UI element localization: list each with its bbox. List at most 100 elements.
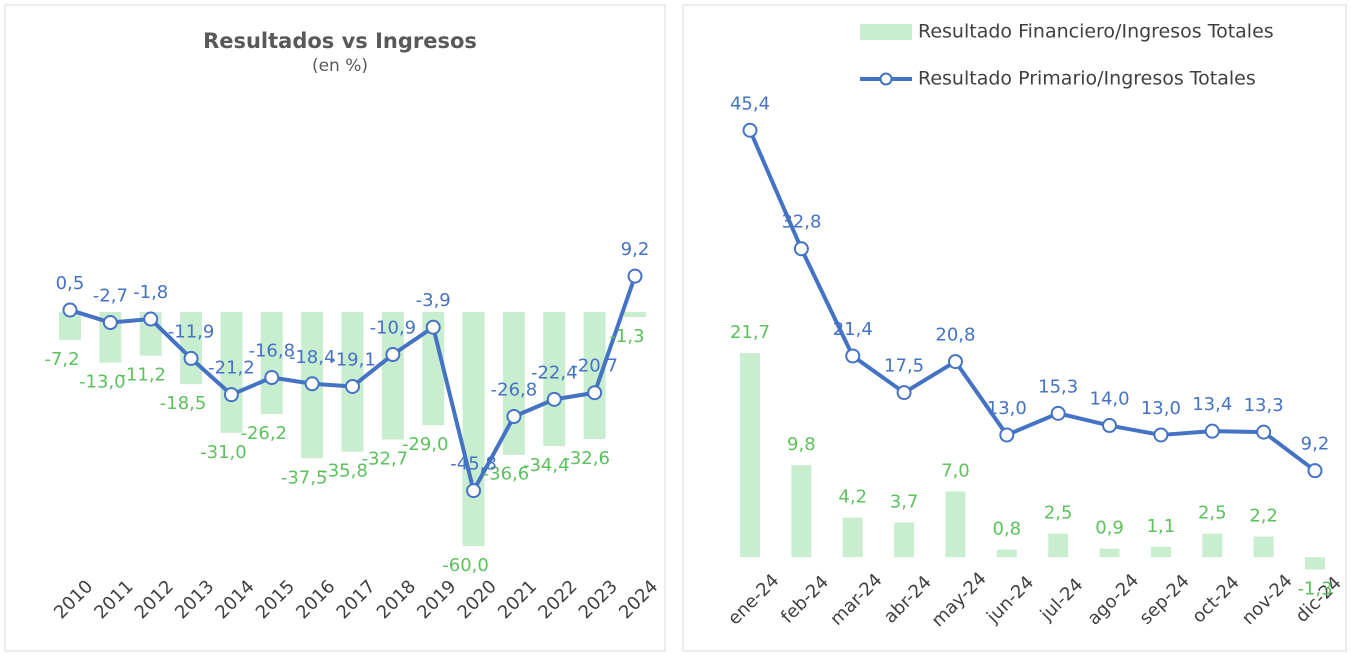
line-marker	[546, 391, 562, 407]
data-label: -18,5	[160, 393, 207, 414]
bar	[624, 312, 646, 318]
bar	[543, 312, 566, 447]
bar	[894, 522, 915, 558]
bar	[996, 549, 1017, 558]
data-label: -21,2	[208, 358, 255, 379]
bar	[842, 517, 863, 558]
bar	[791, 465, 812, 558]
line-marker	[62, 302, 78, 318]
data-label: 0,5	[56, 273, 85, 294]
x-tick-label: 2010	[50, 576, 97, 623]
x-tick-label: 2011	[90, 576, 137, 623]
x-tick-label: 2020	[454, 576, 501, 623]
line-marker	[896, 385, 912, 401]
data-label: -18,4	[289, 347, 336, 368]
data-label: -10,9	[370, 318, 417, 339]
data-label: -3,9	[416, 290, 451, 311]
x-tick-label: 2016	[292, 576, 339, 623]
data-label: 9,8	[787, 434, 816, 455]
line-marker	[627, 268, 643, 284]
line-marker	[1204, 423, 1220, 439]
x-tick-label: ene-24	[724, 570, 783, 629]
data-label: -29,0	[402, 434, 449, 455]
x-tick-label: 2017	[333, 576, 380, 623]
line-marker	[264, 370, 280, 386]
line-marker	[345, 378, 360, 394]
x-tick-label: sep-24	[1135, 571, 1193, 629]
line-marker	[793, 241, 809, 257]
bar	[945, 491, 966, 558]
data-label: -22,4	[531, 362, 578, 383]
bar	[220, 312, 243, 433]
data-label: 13,4	[1192, 394, 1232, 415]
data-label: 21,4	[833, 319, 873, 340]
data-label: -2,7	[93, 286, 128, 307]
data-label: -45,8	[450, 454, 497, 475]
data-label: 14,0	[1090, 389, 1130, 410]
line-marker	[1050, 405, 1066, 421]
data-label: -37,5	[281, 467, 328, 488]
data-label: -36,6	[483, 464, 530, 485]
line	[748, 129, 1317, 473]
x-tick-label: jun-24	[982, 572, 1038, 628]
x-tick-label: 2023	[575, 576, 622, 623]
x-tick-label: 2024	[615, 576, 662, 623]
data-label: 0,8	[992, 519, 1021, 540]
x-tick-label: ago-24	[1083, 570, 1143, 630]
x-tick-label: 2021	[494, 576, 541, 623]
x-tick-label: 2022	[534, 576, 581, 623]
data-label: -7,2	[44, 349, 79, 370]
line-marker	[1256, 424, 1272, 440]
bar	[1099, 548, 1120, 558]
x-tick-label: nov-24	[1238, 570, 1297, 629]
data-label: -32,7	[362, 449, 409, 470]
x-tick-label: 2015	[252, 576, 299, 623]
line-marker	[587, 385, 603, 401]
line-marker	[223, 387, 239, 403]
x-tick-label: oct-24	[1188, 572, 1243, 627]
line-marker	[143, 311, 159, 327]
line-marker	[385, 347, 401, 363]
x-tick-label: 2013	[171, 576, 218, 623]
chart-title: Resultados vs Ingresos	[203, 29, 477, 53]
line-marker	[947, 354, 963, 370]
data-label: -26,2	[240, 423, 287, 444]
data-label: 13,3	[1244, 395, 1284, 416]
line-marker	[466, 483, 482, 499]
bar	[740, 353, 760, 558]
data-label: 13,0	[1141, 398, 1181, 419]
data-label: 45,4	[730, 93, 770, 114]
data-label: 3,7	[890, 491, 919, 512]
data-label: 9,2	[621, 239, 650, 260]
data-label: -32,6	[563, 448, 610, 469]
data-label: -11,9	[168, 321, 215, 342]
data-label: 1,1	[1147, 516, 1176, 537]
line-marker	[845, 348, 861, 364]
bar	[381, 312, 404, 440]
data-label: 2,5	[1198, 503, 1227, 524]
x-tick-label: abr-24	[880, 572, 936, 628]
data-label: -1,8	[133, 282, 168, 303]
legend-label: Resultado Financiero/Ingresos Totales	[918, 21, 1274, 43]
line-marker	[183, 350, 199, 366]
line-marker	[742, 122, 758, 138]
x-tick-label: feb-24	[777, 572, 833, 628]
data-label: 2,2	[1249, 506, 1278, 527]
data-label: -16,8	[248, 341, 295, 362]
bar	[422, 312, 445, 426]
line-marker	[425, 319, 441, 335]
line-marker	[999, 427, 1015, 443]
data-label: -31,0	[200, 442, 247, 463]
x-tick-label: mar-24	[826, 570, 886, 630]
bar	[1048, 533, 1069, 558]
bar	[59, 312, 81, 341]
legend-swatch	[860, 24, 912, 40]
data-label: -26,8	[491, 380, 538, 401]
chart-subtitle: (en %)	[312, 56, 368, 76]
data-label: -11,2	[119, 365, 166, 386]
x-tick-label: 2012	[131, 576, 178, 623]
data-label: 0,9	[1095, 518, 1124, 539]
data-label: -1,3	[609, 326, 644, 347]
data-label: 7,0	[941, 460, 970, 481]
